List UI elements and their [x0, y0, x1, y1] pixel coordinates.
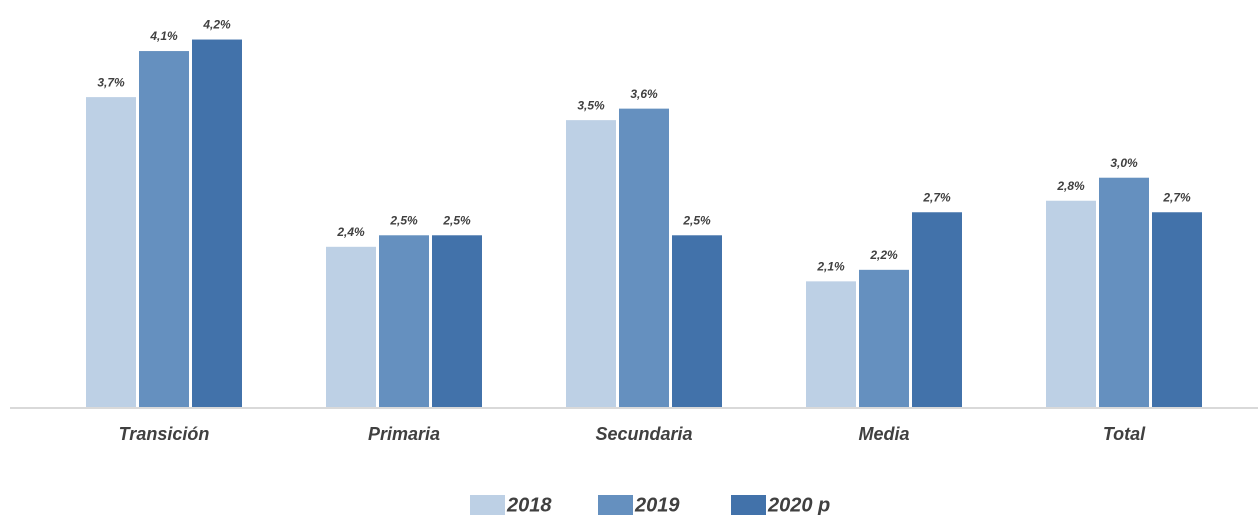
legend-label: 2020 p	[767, 494, 830, 515]
x-tick-label: Media	[858, 424, 909, 444]
value-label: 2,7%	[922, 190, 951, 204]
bar	[326, 246, 376, 408]
value-label: 2,1%	[816, 260, 845, 274]
x-tick-label: Total	[1103, 424, 1146, 444]
value-label: 2,5%	[442, 213, 471, 227]
bar	[192, 39, 242, 409]
bar	[86, 97, 136, 408]
bar	[1046, 200, 1096, 408]
x-tick-label: Transición	[119, 424, 210, 444]
value-label: 2,4%	[336, 225, 365, 239]
value-label: 3,6%	[630, 87, 658, 101]
bar	[379, 235, 429, 408]
value-label: 4,1%	[149, 29, 178, 43]
bar	[619, 108, 669, 408]
bar	[1099, 177, 1149, 408]
bar	[806, 281, 856, 408]
bar	[912, 212, 962, 408]
x-tick-label: Secundaria	[595, 424, 692, 444]
legend-swatch	[731, 495, 766, 515]
bar	[566, 120, 616, 409]
legend-swatch	[598, 495, 633, 515]
value-label: 2,2%	[869, 248, 898, 262]
bar	[432, 235, 482, 408]
value-label: 2,5%	[389, 213, 418, 227]
legend-swatch	[470, 495, 505, 515]
x-tick-label: Primaria	[368, 424, 440, 444]
bar	[672, 235, 722, 408]
bar	[859, 269, 909, 408]
value-label: 2,7%	[1162, 190, 1191, 204]
value-label: 3,5%	[577, 98, 605, 112]
bar	[139, 51, 189, 409]
value-label: 4,2%	[202, 18, 231, 32]
value-label: 3,7%	[97, 75, 125, 89]
value-label: 2,5%	[682, 213, 711, 227]
value-label: 3,0%	[1110, 156, 1138, 170]
bar	[1152, 212, 1202, 408]
legend-label: 2019	[634, 494, 680, 515]
value-label: 2,8%	[1056, 179, 1085, 193]
legend-label: 2018	[506, 494, 552, 515]
